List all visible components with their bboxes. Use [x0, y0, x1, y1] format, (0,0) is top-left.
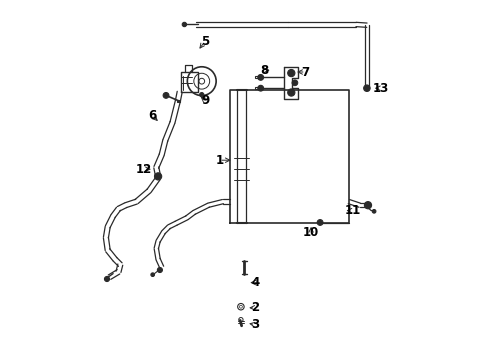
Text: 11: 11	[344, 204, 360, 217]
Bar	[255, 87, 258, 89]
Text: 2: 2	[251, 301, 259, 314]
Circle shape	[317, 220, 322, 225]
Circle shape	[371, 210, 375, 213]
Text: 6: 6	[147, 109, 156, 122]
Text: 8: 8	[260, 64, 268, 77]
Text: 4: 4	[251, 276, 259, 289]
Bar	[177, 100, 180, 102]
Text: 9: 9	[201, 94, 209, 107]
Circle shape	[287, 89, 294, 96]
Circle shape	[287, 69, 294, 77]
Circle shape	[364, 202, 371, 209]
Circle shape	[199, 93, 203, 97]
Circle shape	[257, 85, 263, 91]
Text: 13: 13	[372, 82, 388, 95]
Text: 10: 10	[303, 226, 319, 239]
Circle shape	[104, 276, 109, 282]
Circle shape	[163, 93, 168, 98]
Circle shape	[363, 85, 369, 91]
Text: 7: 7	[301, 66, 309, 78]
Circle shape	[257, 75, 263, 80]
Circle shape	[182, 22, 186, 27]
Text: 3: 3	[251, 318, 259, 331]
Circle shape	[291, 80, 297, 86]
Text: 12: 12	[135, 163, 151, 176]
Circle shape	[154, 173, 162, 180]
Bar	[255, 76, 258, 78]
Circle shape	[151, 273, 154, 276]
Circle shape	[157, 267, 162, 273]
Text: 5: 5	[201, 35, 208, 48]
Text: 1: 1	[215, 154, 223, 167]
